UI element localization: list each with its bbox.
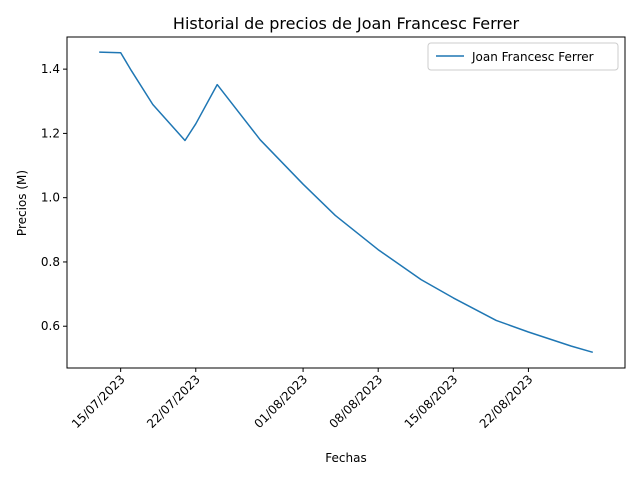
y-tick-label: 1.2 [41,126,60,140]
plot-area [67,37,625,368]
series-layer [99,51,594,354]
x-axis-label: Fechas [325,451,366,465]
legend: Joan Francesc Ferrer [427,42,619,71]
chart-title: Historial de precios de Joan Francesc Fe… [173,14,520,33]
axes-frame [66,36,626,369]
y-axis-ticks: 0.6 0.8 1.0 1.2 1.4 [41,62,67,333]
y-tick-label: 0.6 [41,319,60,333]
y-axis-label: Precios (M) [15,170,29,236]
y-tick-label: 0.8 [41,255,60,269]
series-line-0 [99,51,594,354]
legend-box [427,42,619,71]
legend-label-joan-francesc-ferrer: Joan Francesc Ferrer [471,50,594,64]
y-tick-label: 1.0 [41,191,60,205]
y-tick-label: 1.4 [41,62,60,76]
